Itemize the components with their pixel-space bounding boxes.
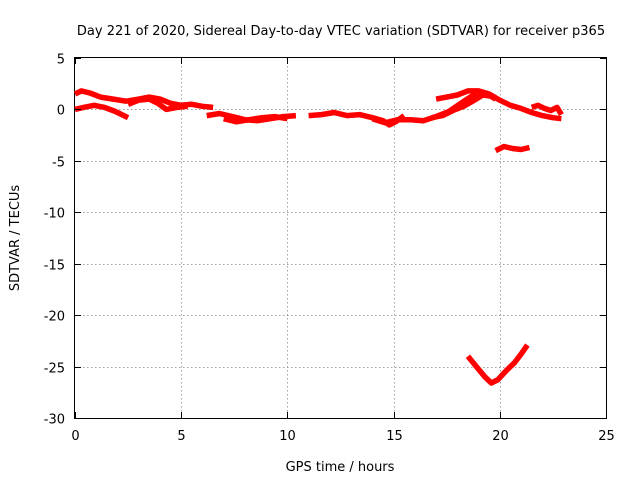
x-tick-label: 5 [177, 429, 185, 444]
series-track-2 [74, 102, 130, 121]
series-track-9 [435, 88, 562, 122]
x-axis: 0 5 10 15 20 25 [71, 58, 615, 444]
x-tick-label: 15 [386, 429, 403, 444]
y-tick-label: -10 [44, 207, 65, 222]
y-tick-label: -15 [44, 259, 65, 274]
chart-title: Day 221 of 2020, Sidereal Day-to-day VTE… [77, 24, 605, 39]
series-track-10 [530, 102, 564, 117]
y-tick-label: -25 [44, 362, 65, 377]
y-tick-label: 5 [57, 53, 65, 68]
series-track-11 [494, 143, 531, 154]
series-track-12 [465, 343, 530, 386]
x-tick-label: 0 [71, 429, 79, 444]
y-tick-label: -30 [44, 413, 65, 428]
series-group [73, 88, 564, 386]
x-tick-label: 25 [598, 429, 615, 444]
series-track-5 [223, 113, 288, 125]
plot-frame [74, 57, 607, 419]
y-tick-label: 0 [57, 104, 65, 119]
series-track-8 [431, 92, 492, 121]
y-tick-label: -20 [44, 310, 65, 325]
x-axis-label: GPS time / hours [286, 460, 395, 475]
x-tick-label: 20 [492, 429, 509, 444]
y-axis-label: SDTVAR / TECUs [8, 185, 23, 292]
y-tick-label: -5 [52, 156, 65, 171]
x-tick-label: 10 [279, 429, 296, 444]
y-axis: 5 0 -5 -10 -15 -20 -25 -30 [44, 53, 606, 428]
series-track-3 [127, 96, 188, 113]
